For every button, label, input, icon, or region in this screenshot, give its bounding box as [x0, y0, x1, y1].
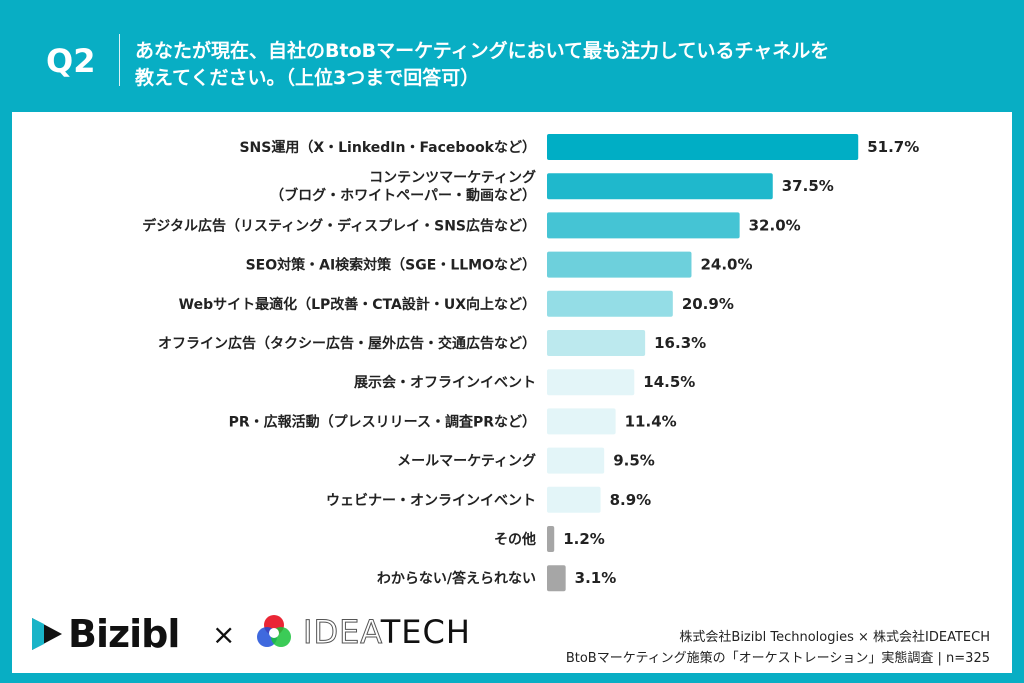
bar	[547, 447, 605, 474]
ideatech-logo-light: IDEA	[303, 613, 381, 652]
ideatech-color-icon	[257, 615, 291, 647]
category-label: PR・広報活動（プレスリリース・調査PRなど）	[229, 413, 536, 430]
data-label: 9.5%	[613, 452, 655, 470]
title-line-2: 教えてください。（上位3つまで回答可）	[135, 67, 480, 89]
title-line-1: あなたが現在、自社のBtoBマーケティングにおいて最も注力しているチャネルを	[135, 40, 830, 62]
category-label: わからない/答えられない	[377, 570, 536, 587]
category-label: ウェビナー・オンラインイベント	[326, 493, 536, 509]
credit-line-2: BtoBマーケティング施策の「オーケストレーション」実態調査 | n=325	[565, 651, 990, 666]
ideatech-logo: IDEATECH	[255, 612, 471, 652]
data-label: 14.5%	[643, 373, 695, 391]
category-label: デジタル広告（リスティング・ディスプレイ・SNS広告など）	[142, 217, 536, 234]
category-label: その他	[494, 531, 536, 548]
category-label: Webサイト最適化（LP改善・CTA設計・UX向上など）	[179, 296, 536, 313]
bar	[547, 330, 646, 356]
data-label: 3.1%	[575, 569, 617, 587]
bizibl-logo-text: Bizibl	[68, 612, 180, 656]
bar	[547, 134, 859, 160]
category-label: （ブログ・ホワイトペーパー・動画など）	[270, 187, 536, 204]
bar	[547, 486, 601, 513]
bar	[547, 408, 616, 435]
data-label: 24.0%	[700, 256, 752, 274]
header-divider	[119, 34, 120, 86]
bar	[547, 212, 740, 239]
credit-line-1: 株式会社Bizibl Technologies × 株式会社IDEATECH	[679, 630, 990, 645]
question-title: あなたが現在、自社のBtoBマーケティングにおいて最も注力しているチャネルを 教…	[135, 38, 935, 92]
category-label: 展示会・オフラインイベント	[354, 374, 536, 391]
bar	[547, 251, 692, 278]
category-label: SNS運用（X・LinkedIn・Facebookなど）	[239, 140, 536, 156]
collab-times: ×	[212, 618, 236, 651]
bizibl-play-icon	[32, 618, 62, 650]
data-label: 37.5%	[782, 177, 834, 195]
ideatech-logo-dark: TECH	[380, 613, 471, 651]
bar	[547, 565, 566, 592]
data-label: 8.9%	[610, 491, 652, 509]
chart-panel	[12, 112, 1012, 673]
survey-credit: 株式会社Bizibl Technologies × 株式会社IDEATECH B…	[566, 627, 990, 669]
bar	[547, 526, 555, 552]
data-label: 32.0%	[749, 216, 801, 234]
category-label: SEO対策・AI検索対策（SGE・LLMOなど）	[246, 257, 536, 274]
category-label: コンテンツマーケティング	[369, 169, 536, 186]
category-label: オフライン広告（タクシー広告・屋外広告・交通広告など）	[158, 335, 536, 352]
data-label: 16.3%	[654, 334, 706, 352]
category-label: メールマーケティング	[397, 453, 536, 470]
bar	[547, 369, 635, 396]
question-number: Q2	[46, 42, 96, 80]
bar	[547, 173, 773, 200]
data-label: 20.9%	[682, 295, 734, 313]
bar	[547, 290, 673, 317]
data-label: 51.7%	[867, 138, 919, 156]
data-label: 11.4%	[625, 412, 677, 430]
bizibl-logo: Bizibl	[30, 612, 180, 656]
data-label: 1.2%	[563, 530, 605, 548]
